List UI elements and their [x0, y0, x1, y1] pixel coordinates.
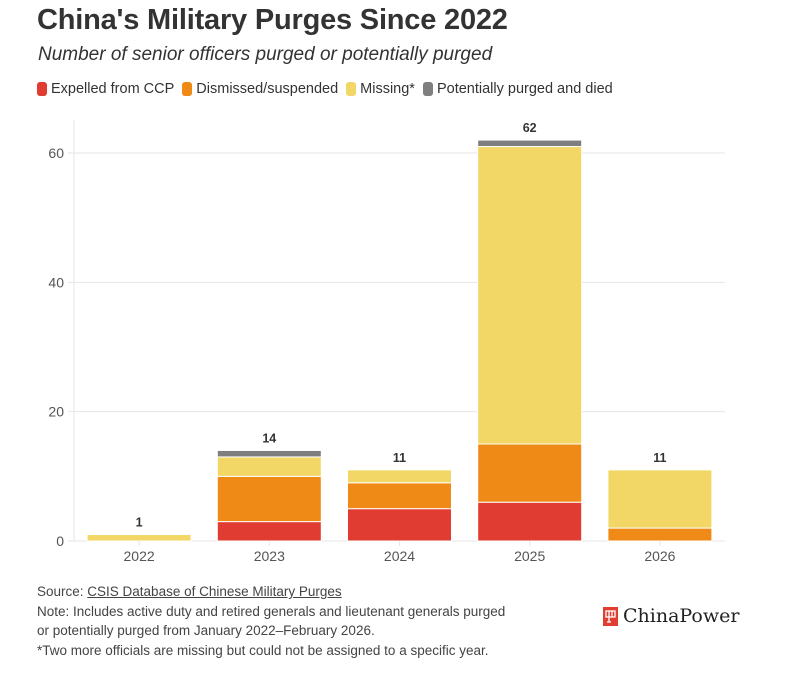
- x-tick-label-2023: 2023: [254, 548, 285, 564]
- bar-segment-missing-2024: [347, 469, 452, 484]
- total-labels: 1 14 11 62 11: [136, 121, 667, 529]
- legend-swatch-died: [422, 82, 433, 96]
- x-tick-label-2025: 2025: [514, 548, 545, 564]
- asterisk-note: *Two more officials are missing but coul…: [37, 642, 489, 658]
- bar-segment-missing-2025: [477, 146, 583, 445]
- legend-label: Potentially purged and died: [436, 81, 613, 97]
- y-tick-label: 60: [48, 145, 64, 161]
- chart-title: China's Military Purges Since 2022: [37, 4, 508, 36]
- note-line-1: Note: Includes active duty and retired g…: [37, 603, 506, 619]
- note-line-2: or potentially purged from January 2022–…: [37, 623, 375, 638]
- legend: Expelled from CCP Dismissed/suspended Mi…: [37, 81, 621, 97]
- chinapower-logo-icon: [603, 606, 618, 626]
- legend-swatch-missing: [346, 82, 357, 96]
- x-tick-label-2024: 2024: [384, 548, 415, 564]
- legend-label: Dismissed/suspended: [196, 81, 339, 97]
- brand-name: ChinaPower: [623, 605, 740, 627]
- y-tick-label: 40: [48, 274, 64, 290]
- bar-segment-died-2023: [216, 449, 322, 458]
- y-tick-label: 20: [48, 404, 64, 420]
- total-label-2023: 14: [262, 431, 276, 445]
- bar-segment-missing-2023: [216, 456, 322, 477]
- legend-item-expelled[interactable]: Expelled from CCP: [37, 81, 174, 97]
- legend-swatch-expelled: [37, 82, 47, 96]
- legend-item-dismissed[interactable]: Dismissed/suspended: [182, 81, 338, 97]
- stacked-bar-chart: 0 20 40 60 1 14 11 62 11 2022 2023 2024 2025 2026: [48, 120, 725, 564]
- x-axis-ticks: 2022 2023 2024 2025 2026: [124, 541, 676, 564]
- legend-swatch-dismissed: [182, 82, 193, 96]
- y-tick-label: 0: [56, 533, 64, 549]
- bar-segment-expelled-2025: [477, 501, 583, 542]
- legend-label: Missing*: [360, 81, 415, 97]
- total-label-2022: 1: [136, 516, 143, 530]
- x-tick-label-2026: 2026: [644, 548, 675, 564]
- bar-segment-dismissed-2025: [477, 443, 583, 503]
- source-line: Source: CSIS Database of Chinese Militar…: [37, 582, 505, 602]
- source-link[interactable]: CSIS Database of Chinese Military Purges: [87, 584, 342, 599]
- legend-label: Expelled from CCP: [51, 81, 175, 97]
- bar-segment-dismissed-2024: [347, 482, 452, 510]
- bar-segment-missing-2022: [86, 534, 192, 542]
- bars: [86, 139, 713, 542]
- bar-segment-expelled-2023: [216, 521, 322, 542]
- x-tick-label-2022: 2022: [124, 548, 155, 564]
- source-prefix: Source:: [37, 584, 88, 599]
- bar-segment-expelled-2024: [347, 508, 452, 542]
- bar-segment-missing-2026: [607, 469, 713, 529]
- bar-segment-dismissed-2026: [607, 527, 713, 542]
- total-label-2024: 11: [393, 451, 406, 465]
- bar-segment-died-2025: [477, 139, 583, 148]
- legend-item-died[interactable]: Potentially purged and died: [422, 81, 613, 97]
- bar-segment-dismissed-2023: [216, 475, 322, 523]
- total-label-2026: 11: [653, 451, 666, 465]
- chinapower-logo[interactable]: ChinaPower: [603, 605, 739, 627]
- y-axis-ticks: 0 20 40 60: [48, 145, 64, 549]
- footer: Source: CSIS Database of Chinese Militar…: [37, 582, 505, 660]
- legend-item-missing[interactable]: Missing*: [346, 81, 415, 97]
- total-label-2025: 62: [523, 121, 537, 135]
- chart-subtitle: Number of senior officers purged or pote…: [38, 44, 493, 65]
